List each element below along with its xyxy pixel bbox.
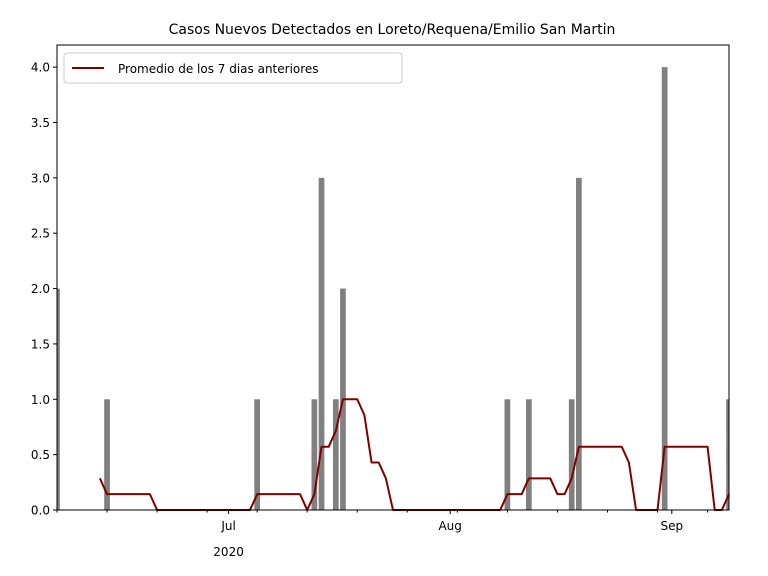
x-axis: Jul 2020 Aug Sep	[56, 510, 709, 559]
x-tick-year-label: 2020	[213, 545, 244, 559]
y-tick-label: 1.5	[31, 337, 50, 351]
bar	[311, 399, 318, 510]
bar	[254, 399, 261, 510]
bar	[504, 399, 511, 510]
y-axis: 0.0 0.5 1.0 1.5 2.0 2.5 3.0 3.5 4.0	[31, 61, 57, 518]
bar	[576, 177, 582, 510]
x-tick-label: Sep	[660, 519, 683, 533]
bar	[57, 288, 60, 510]
bar	[318, 177, 325, 510]
legend: Promedio de los 7 dias anteriores	[63, 52, 403, 84]
y-tick-label: 4.0	[31, 61, 50, 75]
legend-box	[63, 52, 403, 84]
y-tick-label: 3.5	[31, 116, 50, 130]
bar	[332, 399, 339, 510]
bar	[726, 399, 729, 510]
bar	[661, 67, 668, 511]
legend-label: Promedio de los 7 dias anteriores	[118, 62, 319, 76]
bar	[525, 399, 532, 510]
plot-frame	[56, 44, 730, 511]
bar	[104, 399, 110, 510]
x-tick-label: Jul	[220, 519, 235, 533]
y-tick-label: 0.5	[31, 448, 50, 462]
y-tick-label: 0.0	[31, 504, 50, 518]
y-tick-label: 2.0	[31, 282, 50, 296]
y-tick-label: 3.0	[31, 171, 50, 185]
chart-title: Casos Nuevos Detectados en Loreto/Requen…	[169, 22, 616, 38]
y-tick-label: 2.5	[31, 227, 50, 241]
y-tick-label: 1.0	[31, 393, 50, 407]
bar	[568, 399, 575, 510]
x-tick-label: Aug	[438, 519, 461, 533]
